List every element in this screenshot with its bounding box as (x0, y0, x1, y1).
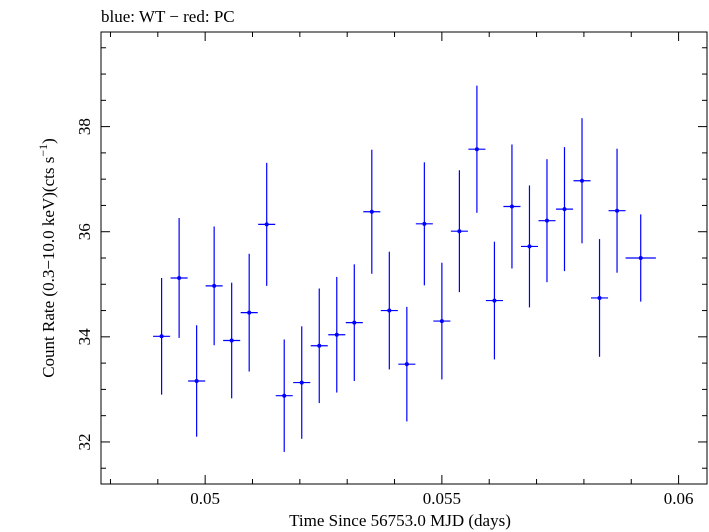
data-point (205, 226, 223, 346)
point-marker (544, 218, 549, 223)
point-marker (638, 256, 643, 260)
y-axis-title-tail: ) (39, 138, 58, 144)
axis-ticks (101, 32, 707, 484)
data-point (380, 251, 398, 370)
data-point (503, 144, 521, 269)
data-point (468, 85, 486, 213)
data-point (520, 185, 538, 308)
data-point (170, 218, 188, 338)
data-point (275, 339, 293, 452)
data-point (240, 253, 258, 372)
chart-header-title: blue: WT − red: PC (101, 7, 235, 26)
data-point (363, 149, 381, 274)
point-marker (492, 298, 497, 303)
point-marker (422, 221, 427, 226)
y-tick-label: 38 (75, 118, 94, 135)
point-marker (369, 209, 374, 214)
point-marker (404, 362, 409, 367)
x-tick-label: 0.055 (423, 489, 461, 508)
point-marker (509, 204, 514, 209)
y-tick-label: 36 (75, 223, 94, 240)
data-point (310, 288, 328, 404)
point-marker (562, 207, 567, 212)
x-tick-label: 0.05 (190, 489, 220, 508)
data-point (293, 326, 311, 439)
point-marker (474, 147, 479, 152)
data-point (188, 325, 206, 437)
y-tick-label: 32 (75, 433, 94, 450)
point-marker (247, 310, 252, 315)
data-point (223, 282, 241, 399)
data-point (573, 118, 591, 244)
point-marker (439, 319, 444, 324)
point-marker (282, 393, 287, 398)
data-point (258, 162, 276, 286)
data-point (450, 170, 468, 293)
point-marker (194, 378, 199, 383)
data-point (538, 159, 556, 283)
data-point (625, 214, 656, 302)
data-point (485, 241, 503, 360)
point-marker (177, 275, 182, 280)
data-point (153, 277, 171, 395)
point-marker (597, 295, 602, 300)
data-point (345, 264, 363, 381)
data-point (591, 239, 609, 357)
data-points (153, 85, 656, 452)
point-marker (264, 222, 269, 227)
y-tick-label: 34 (75, 328, 94, 346)
y-axis-title-main: Count Rate (0.3−10.0 keV)(cts s (39, 157, 58, 378)
axis-tick-labels: 0.05 0.055 0.06 32 34 36 38 (75, 118, 693, 508)
point-marker (229, 338, 234, 343)
point-marker (159, 334, 164, 339)
x-axis-title: Time Since 56753.0 MJD (days) (289, 511, 511, 530)
point-marker (334, 332, 339, 337)
point-marker (615, 208, 620, 213)
plot-frame (100, 31, 708, 485)
point-marker (580, 178, 585, 183)
data-point (328, 276, 346, 393)
y-axis-title-superscript: −1 (36, 144, 50, 157)
x-tick-label: 0.06 (664, 489, 694, 508)
data-point (398, 306, 416, 422)
point-marker (457, 229, 462, 234)
point-marker (317, 343, 322, 348)
point-marker (387, 308, 392, 313)
data-point (433, 262, 451, 380)
data-point (415, 162, 433, 286)
data-point (608, 148, 626, 273)
point-marker (527, 244, 532, 249)
y-axis-title: Count Rate (0.3−10.0 keV)(cts s−1) (36, 138, 58, 378)
point-marker (352, 320, 357, 325)
point-marker (299, 380, 304, 385)
data-point (555, 147, 574, 272)
point-marker (212, 283, 217, 288)
